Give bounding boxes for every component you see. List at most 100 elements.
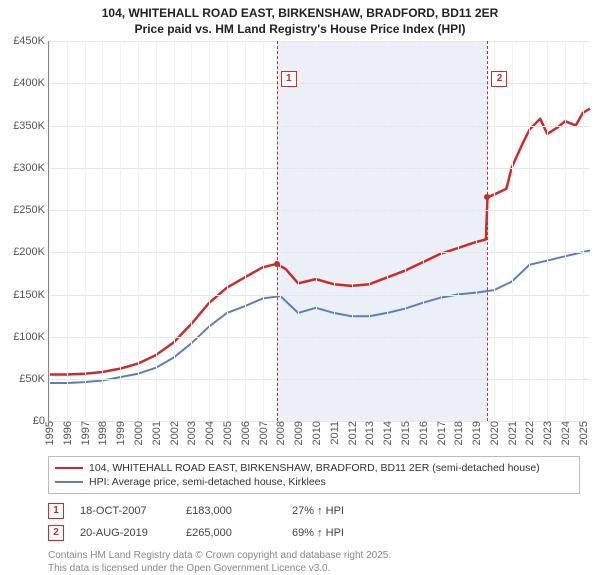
event-delta: 27% ↑ HPI [292,505,382,517]
xtick-label: 2006 [238,421,252,445]
event-row: 1 18-OCT-2007 £183,000 27% ↑ HPI [48,500,580,522]
xtick-label: 2012 [345,421,359,445]
grid-horizontal [49,41,590,42]
xtick-label: 2016 [416,421,430,445]
ytick-label: £100K [13,331,49,343]
title-line-2: Price paid vs. HM Land Registry's House … [0,22,600,38]
event-date: 18-OCT-2007 [80,505,170,517]
xtick-label: 2024 [558,421,572,445]
grid-vertical [583,41,584,421]
xtick-label: 2010 [309,421,323,445]
grid-vertical [263,41,264,421]
event-price: £183,000 [186,505,276,517]
grid-horizontal [49,252,590,253]
xtick-label: 2007 [256,421,270,445]
grid-vertical [441,41,442,421]
grid-vertical [512,41,513,421]
legend-swatch [55,481,83,483]
xtick-label: 2005 [220,421,234,445]
footer: Contains HM Land Registry data © Crown c… [48,550,580,575]
grid-vertical [565,41,566,421]
xtick-label: 2015 [398,421,412,445]
grid-vertical [334,41,335,421]
xtick-label: 2003 [184,421,198,445]
event-row: 2 20-AUG-2019 £265,000 69% ↑ HPI [48,522,580,544]
ytick-label: £150K [13,289,49,301]
legend-item: HPI: Average price, semi-detached house,… [55,475,573,489]
grid-vertical [369,41,370,421]
grid-vertical [156,41,157,421]
grid-vertical [494,41,495,421]
grid-vertical [102,41,103,421]
grid-vertical [458,41,459,421]
grid-vertical [85,41,86,421]
plot-area: £0£50K£100K£150K£200K£250K£300K£350K£400… [48,41,590,422]
grid-horizontal [49,168,590,169]
event-marker-box: 1 [281,71,297,87]
grid-vertical [209,41,210,421]
grid-vertical [352,41,353,421]
grid-vertical [280,41,281,421]
xtick-label: 1995 [42,421,56,445]
ytick-label: £300K [13,162,49,174]
grid-horizontal [49,210,590,211]
xtick-label: 2009 [291,421,305,445]
xtick-label: 2001 [149,421,163,445]
grid-vertical [191,41,192,421]
xtick-label: 1997 [78,421,92,445]
grid-vertical [405,41,406,421]
legend-label: HPI: Average price, semi-detached house,… [89,476,326,488]
xtick-label: 2002 [167,421,181,445]
grid-vertical [67,41,68,421]
legend-item: 104, WHITEHALL ROAD EAST, BIRKENSHAW, BR… [55,461,573,475]
legend: 104, WHITEHALL ROAD EAST, BIRKENSHAW, BR… [48,456,580,494]
title-line-1: 104, WHITEHALL ROAD EAST, BIRKENSHAW, BR… [0,6,600,22]
grid-vertical [245,41,246,421]
grid-vertical [227,41,228,421]
xtick-label: 2020 [487,421,501,445]
grid-horizontal [49,337,590,338]
xtick-label: 2013 [362,421,376,445]
xtick-label: 2023 [540,421,554,445]
ytick-label: £200K [13,246,49,258]
grid-horizontal [49,295,590,296]
grid-horizontal [49,379,590,380]
xtick-label: 1998 [95,421,109,445]
sale-dot [484,194,490,200]
footer-line-2: This data is licensed under the Open Gov… [48,563,580,575]
ytick-label: £350K [13,120,49,132]
chart-container: 104, WHITEHALL ROAD EAST, BIRKENSHAW, BR… [0,0,600,560]
grid-vertical [174,41,175,421]
xtick-label: 2014 [380,421,394,445]
grid-vertical [316,41,317,421]
grid-horizontal [49,83,590,84]
ytick-label: £50K [19,373,49,385]
title-block: 104, WHITEHALL ROAD EAST, BIRKENSHAW, BR… [0,0,600,41]
xtick-label: 2021 [505,421,519,445]
sale-dot [274,261,280,267]
xtick-label: 1996 [60,421,74,445]
event-price: £265,000 [186,527,276,539]
legend-swatch [55,467,83,469]
line-layer [49,41,590,421]
grid-vertical [387,41,388,421]
series-line-hpi [49,251,590,384]
xtick-label: 2025 [576,421,590,445]
event-date: 20-AUG-2019 [80,527,170,539]
event-marker: 2 [48,525,64,541]
grid-vertical [120,41,121,421]
grid-horizontal [49,126,590,127]
grid-vertical [547,41,548,421]
event-marker-line [487,41,488,421]
grid-vertical [476,41,477,421]
xtick-label: 2019 [469,421,483,445]
xtick-label: 2000 [131,421,145,445]
grid-vertical [138,41,139,421]
series-line-price_paid [49,109,590,375]
xtick-label: 2008 [273,421,287,445]
xtick-label: 2004 [202,421,216,445]
events-table: 1 18-OCT-2007 £183,000 27% ↑ HPI 2 20-AU… [48,500,580,544]
xtick-label: 2011 [327,421,341,445]
grid-vertical [49,41,50,421]
xtick-label: 2022 [522,421,536,445]
